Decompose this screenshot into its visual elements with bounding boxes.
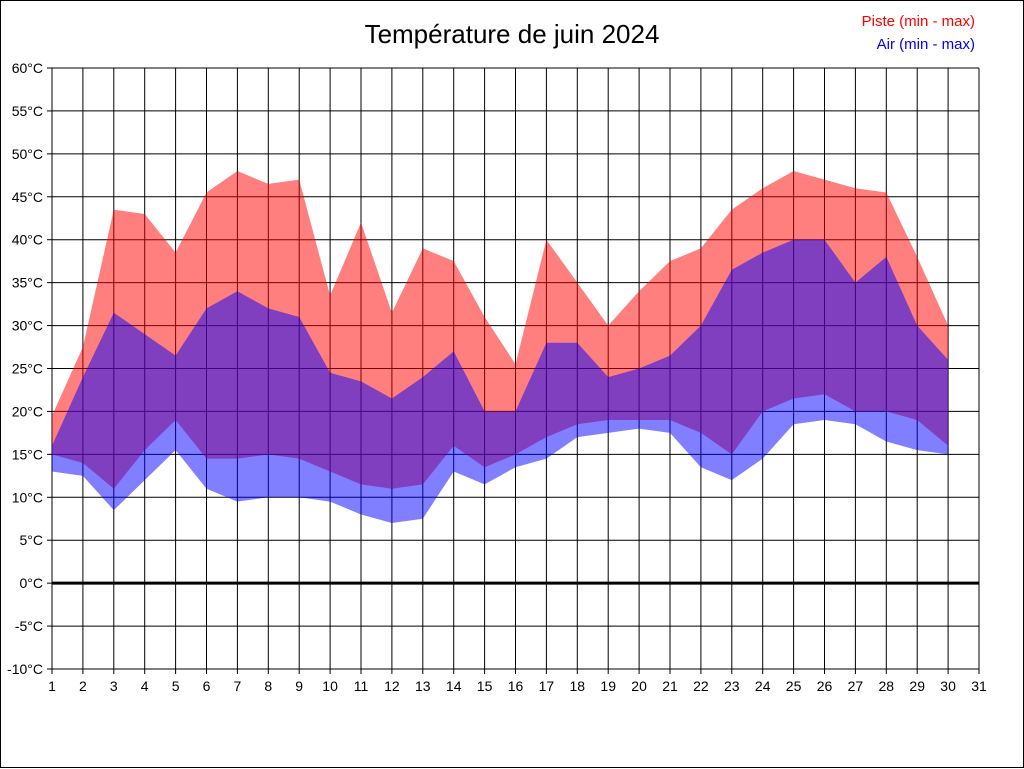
y-tick-label: 0°C	[20, 575, 44, 591]
y-tick-label: -10°C	[7, 661, 43, 677]
chart-title: Température de juin 2024	[364, 19, 660, 49]
x-tick-label: 9	[295, 678, 303, 694]
x-tick-label: 23	[724, 678, 740, 694]
y-tick-label: 50°C	[12, 146, 43, 162]
air-band	[52, 239, 949, 524]
y-tick-label: 40°C	[12, 232, 43, 248]
legend-item-air: Air (min - max)	[862, 33, 975, 56]
y-tick-label: 25°C	[12, 361, 43, 377]
x-tick-label: 14	[446, 678, 462, 694]
x-tick-label: 28	[879, 678, 895, 694]
legend-label-air: Air (min - max)	[876, 36, 975, 53]
x-tick-label: 10	[322, 678, 338, 694]
x-tick-label: 18	[570, 678, 586, 694]
x-tick-label: 4	[141, 678, 149, 694]
y-tick-label: 20°C	[12, 403, 43, 419]
y-tick-label: 30°C	[12, 318, 43, 334]
x-tick-label: 15	[477, 678, 493, 694]
x-tick-label: 16	[508, 678, 524, 694]
x-tick-label: 27	[848, 678, 864, 694]
y-tick-label: 45°C	[12, 189, 43, 205]
y-tick-label: 55°C	[12, 103, 43, 119]
y-tick-label: 35°C	[12, 275, 43, 291]
x-tick-label: 11	[354, 678, 369, 694]
y-tick-label: 5°C	[20, 532, 44, 548]
x-tick-label: 5	[172, 678, 180, 694]
x-tick-label: 19	[600, 678, 616, 694]
x-tick-label: 2	[79, 678, 87, 694]
x-tick-label: 31	[971, 678, 987, 694]
x-tick-label: 17	[539, 678, 555, 694]
x-tick-label: 13	[415, 678, 431, 694]
x-tick-label: 25	[786, 678, 802, 694]
x-tick-label: 1	[48, 678, 56, 694]
x-tick-label: 22	[693, 678, 709, 694]
x-tick-label: 12	[384, 678, 400, 694]
x-tick-label: 30	[940, 678, 956, 694]
y-tick-label: 15°C	[12, 446, 43, 462]
x-tick-label: 8	[264, 678, 272, 694]
x-tick-label: 26	[817, 678, 833, 694]
x-tick-label: 6	[203, 678, 211, 694]
y-tick-label: 10°C	[12, 489, 43, 505]
x-tick-label: 29	[909, 678, 925, 694]
y-tick-label: 60°C	[12, 60, 43, 76]
x-tick-label: 24	[755, 678, 771, 694]
legend: Piste (min - max) Air (min - max)	[862, 10, 975, 56]
x-tick-label: 21	[662, 678, 678, 694]
legend-item-piste: Piste (min - max)	[862, 10, 975, 33]
x-tick-label: 3	[110, 678, 118, 694]
y-tick-label: -5°C	[15, 618, 43, 634]
legend-label-piste: Piste (min - max)	[861, 13, 975, 30]
x-tick-label: 20	[631, 678, 647, 694]
x-tick-label: 7	[234, 678, 242, 694]
